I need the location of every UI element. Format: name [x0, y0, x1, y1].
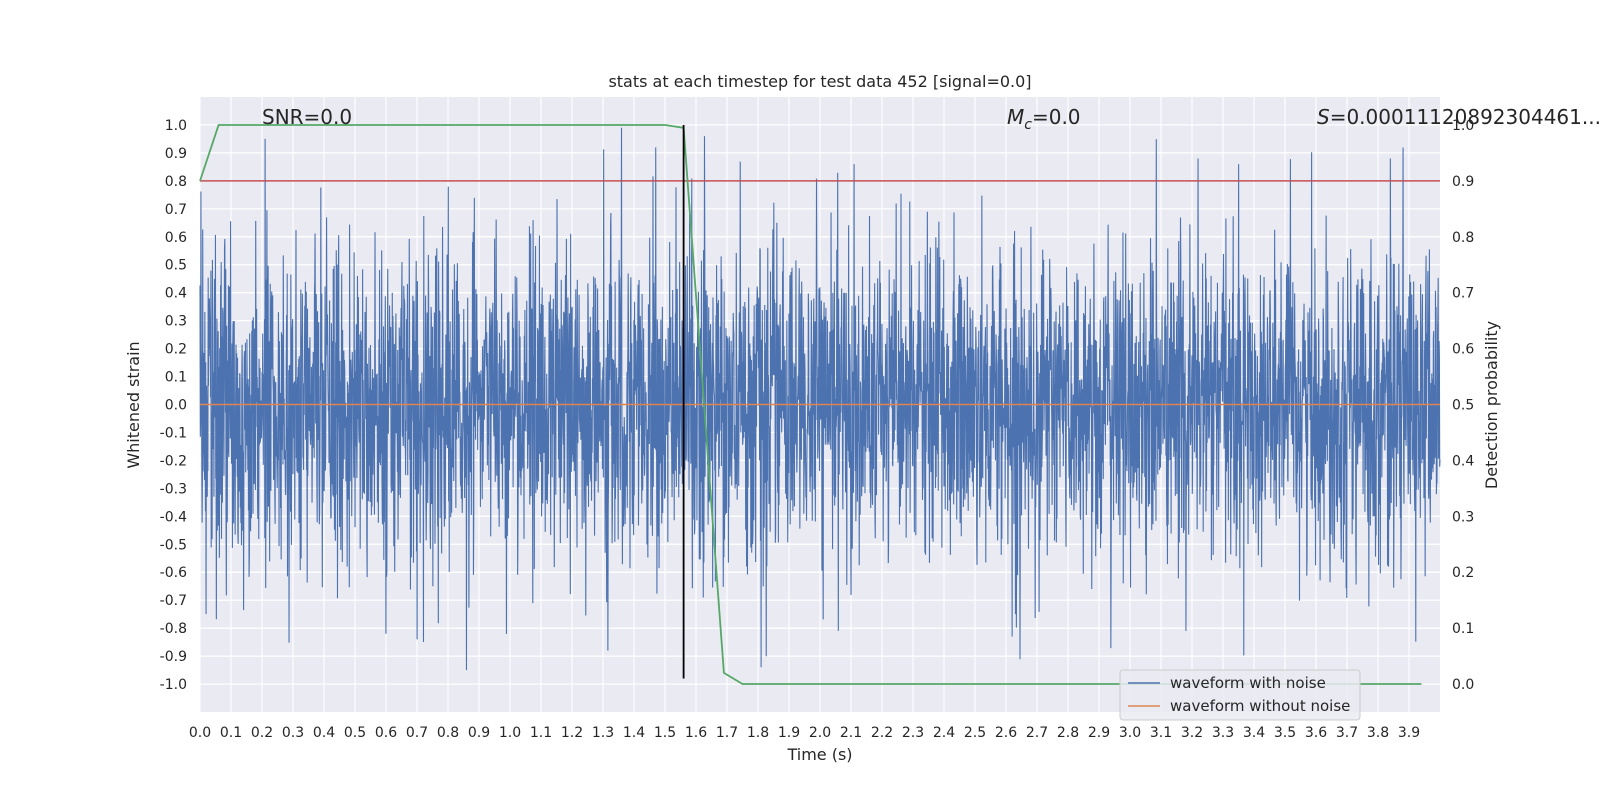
y-tick-label: 0.5: [165, 258, 187, 274]
chirp-mass-value: =0.0: [1032, 105, 1081, 129]
y-axis-right-ticks: 1.0 0.9 0.8 0.7 0.6 0.5 0.4 0.3 0.2 0.1 0.0: [1452, 118, 1474, 693]
x-tick-label: 3.5: [1274, 725, 1296, 741]
series-detection-probability: [199, 124, 1422, 685]
y-right-tick-label: 0.8: [1452, 230, 1474, 246]
chart-title: stats at each timestep for test data 452…: [608, 72, 1031, 91]
x-tick-label: 0.4: [313, 725, 335, 741]
y-tick-label: -0.7: [160, 593, 187, 609]
y-tick-label: 0.2: [165, 342, 187, 358]
x-tick-label: 3.2: [1181, 725, 1203, 741]
x-tick-label: 3.4: [1243, 725, 1265, 741]
series-waveform-with-noise: [199, 127, 1441, 671]
y-tick-label: 0.8: [165, 174, 187, 190]
x-tick-label: 2.3: [902, 725, 924, 741]
x-tick-label: 0.1: [220, 725, 242, 741]
x-tick-label: 3.1: [1150, 725, 1172, 741]
y-axis-label: Whitened strain: [124, 341, 143, 468]
x-tick-label: 0.8: [437, 725, 459, 741]
x-tick-label: 2.4: [933, 725, 955, 741]
y-tick-label: 0.6: [165, 230, 187, 246]
legend: waveform with noise waveform without noi…: [1119, 669, 1361, 721]
x-tick-label: 2.0: [809, 725, 831, 741]
x-tick-label: 3.7: [1336, 725, 1358, 741]
y-tick-label: 0.7: [165, 202, 187, 218]
x-tick-label: 0.6: [375, 725, 397, 741]
y-right-tick-label: 0.6: [1452, 342, 1474, 358]
y-tick-label: -0.1: [160, 425, 187, 441]
chirp-mass-symbol: M: [1007, 105, 1024, 129]
x-tick-label: 2.1: [840, 725, 862, 741]
y-right-tick-label: 0.4: [1452, 453, 1474, 469]
y-tick-label: -0.8: [160, 621, 187, 637]
x-tick-label: 1.9: [778, 725, 800, 741]
x-tick-label: 0.7: [406, 725, 428, 741]
x-tick-label: 0.9: [468, 725, 490, 741]
y-tick-label: -0.5: [160, 537, 187, 553]
x-tick-label: 3.3: [1212, 725, 1234, 741]
x-tick-label: 0.5: [344, 725, 366, 741]
y-tick-label: -0.6: [160, 565, 187, 581]
x-tick-label: 0.2: [251, 725, 273, 741]
x-tick-label: 2.6: [995, 725, 1017, 741]
y-right-tick-label: 0.2: [1452, 565, 1474, 581]
y-tick-label: -0.9: [160, 649, 187, 665]
x-tick-label: 2.5: [964, 725, 986, 741]
y-tick-label: 0.0: [165, 398, 187, 414]
y-right-tick-label: 0.3: [1452, 509, 1474, 525]
y-right-tick-label: 1.0: [1452, 118, 1474, 134]
y-right-tick-label: 0.1: [1452, 621, 1474, 637]
y-tick-label: -1.0: [160, 677, 187, 693]
x-tick-label: 2.9: [1088, 725, 1110, 741]
y-right-tick-label: 0.7: [1452, 286, 1474, 302]
x-tick-label: 3.9: [1398, 725, 1420, 741]
x-tick-label: 1.8: [747, 725, 769, 741]
x-tick-label: 0.0: [189, 725, 211, 741]
x-tick-label: 1.0: [499, 725, 521, 741]
legend-label-clean: waveform without noise: [1170, 697, 1350, 715]
y-right-tick-label: 0.9: [1452, 174, 1474, 190]
x-tick-label: 2.7: [1026, 725, 1048, 741]
y-tick-label: -0.4: [160, 509, 187, 525]
legend-box: [1119, 669, 1361, 721]
y-tick-label: -0.3: [160, 481, 187, 497]
s-annotation: S=0.00011120892304461...: [1317, 105, 1600, 129]
y-tick-label: 0.9: [165, 146, 187, 162]
x-tick-label: 1.7: [716, 725, 738, 741]
s-value: =0.00011120892304461...: [1330, 105, 1600, 129]
chirp-mass-subscript: c: [1024, 117, 1032, 133]
x-tick-label: 1.6: [685, 725, 707, 741]
y-right-tick-label: 0.0: [1452, 677, 1474, 693]
x-tick-label: 2.8: [1057, 725, 1079, 741]
legend-label-noise: waveform with noise: [1170, 674, 1326, 692]
x-tick-label: 2.2: [871, 725, 893, 741]
y-tick-label: 0.3: [165, 314, 187, 330]
s-symbol: S: [1317, 105, 1330, 129]
x-tick-label: 3.8: [1367, 725, 1389, 741]
y-axis-right-label: Detection probability: [1482, 321, 1501, 489]
snr-annotation: SNR=0.0: [262, 105, 352, 129]
x-tick-label: 3.6: [1305, 725, 1327, 741]
y-tick-label: 1.0: [165, 118, 187, 134]
x-axis-label: Time (s): [786, 745, 852, 764]
x-tick-label: 0.3: [282, 725, 304, 741]
x-tick-label: 1.3: [592, 725, 614, 741]
x-axis-ticks: 0.0 0.1 0.2 0.3 0.4 0.5 0.6 0.7 0.8 0.9 1.0 1.1 1.2 1…: [189, 725, 1420, 741]
x-tick-label: 1.2: [561, 725, 583, 741]
y-axis-ticks: 1.0 0.9 0.8 0.7 0.6 0.5 0.4 0.3 0.2 0.1 0.0 -0.1 -0.…: [160, 118, 187, 693]
y-tick-label: 0.4: [165, 286, 187, 302]
y-right-tick-label: 0.5: [1452, 398, 1474, 414]
chirp-mass-annotation: Mc=0.0: [1007, 105, 1081, 133]
y-tick-label: -0.2: [160, 453, 187, 469]
plot-area: [199, 124, 1441, 685]
y-tick-label: 0.1: [165, 370, 187, 386]
x-tick-label: 1.5: [654, 725, 676, 741]
x-tick-label: 1.1: [530, 725, 552, 741]
x-tick-label: 3.0: [1119, 725, 1141, 741]
x-tick-label: 1.4: [623, 725, 645, 741]
